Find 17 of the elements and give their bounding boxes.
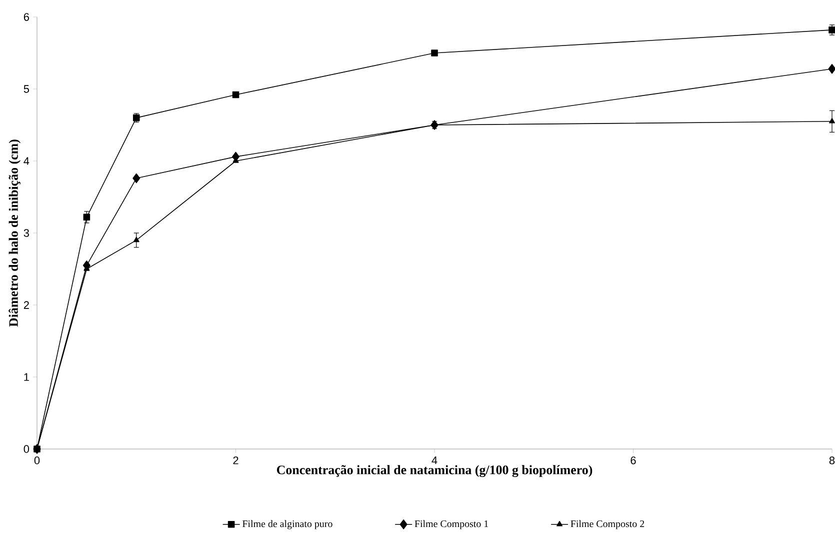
y-tick-label: 2 bbox=[24, 301, 29, 309]
legend-label: Filme de alginato puro bbox=[242, 520, 332, 530]
legend-label: Filme Composto 1 bbox=[414, 520, 488, 530]
x-tick-label: 0 bbox=[34, 456, 40, 464]
y-tick-label: 4 bbox=[24, 157, 30, 165]
x-tick-label: 8 bbox=[829, 456, 835, 464]
x-tick-label: 6 bbox=[630, 456, 636, 464]
x-axis-title: Concentração inicial de natamicina (g/100 g biopolímero) bbox=[276, 465, 592, 477]
x-tick-label: 4 bbox=[432, 456, 438, 464]
y-tick-label: 6 bbox=[24, 13, 29, 21]
y-tick-label: 5 bbox=[24, 85, 30, 93]
y-tick-label: 1 bbox=[24, 373, 29, 381]
legend-label: Filme Composto 2 bbox=[570, 520, 644, 530]
y-tick-label: 0 bbox=[24, 445, 30, 453]
x-tick-label: 2 bbox=[233, 456, 238, 464]
y-tick-label: 3 bbox=[24, 229, 29, 237]
y-axis-title: Diâmetro do halo de inibição (cm) bbox=[8, 140, 21, 327]
